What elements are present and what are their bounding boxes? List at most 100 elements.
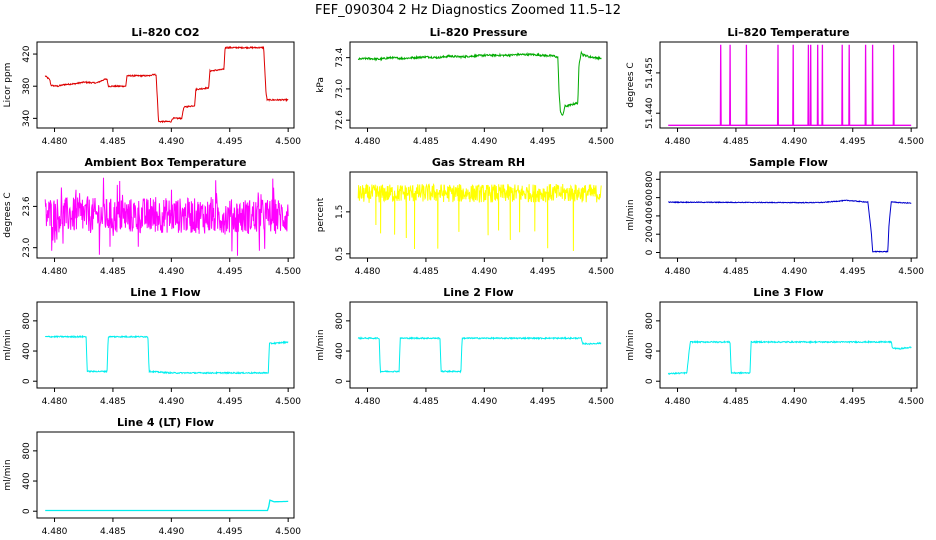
y-tick-label: 23.0 — [22, 237, 32, 257]
x-tick-label: 4.485 — [413, 137, 439, 147]
plot-frame — [659, 171, 918, 259]
chart-panel: Li–820 Pressure kPa 4.480 4.485 4.490 4.495 4.… — [316, 26, 614, 147]
x-tick-label: 4.500 — [275, 137, 301, 147]
chart-panel: Line 3 Flow ml/min 4.480 4.485 4.490 4.495 4.5… — [626, 286, 924, 407]
y-tick-label: 800 — [645, 170, 655, 187]
x-tick-label: 4.485 — [100, 137, 126, 147]
data-series-line — [668, 44, 912, 126]
y-axis-label: percent — [316, 197, 326, 232]
x-tick-label: 4.500 — [898, 267, 924, 277]
x-tick-label: 4.490 — [781, 397, 807, 407]
panel-title: Sample Flow — [749, 156, 828, 169]
x-tick-label: 4.485 — [100, 397, 126, 407]
y-axis-label: ml/min — [316, 329, 326, 360]
y-tick-label: 73.0 — [335, 79, 345, 99]
panels: Li–820 CO2 Licor ppm 4.480 4.485 4.490 4.495 4… — [3, 26, 924, 537]
chart-panel: Gas Stream RH percent 4.480 4.485 4.490 4.495… — [316, 156, 614, 277]
data-series-line — [45, 499, 289, 512]
y-tick-label: 0.5 — [335, 247, 345, 261]
plot-frame — [659, 41, 918, 129]
chart-panel: Line 2 Flow ml/min 4.480 4.485 4.490 4.495 4.5… — [316, 286, 614, 407]
x-tick-label: 4.500 — [898, 397, 924, 407]
x-tick-label: 4.500 — [275, 397, 301, 407]
x-tick-label: 4.495 — [217, 397, 243, 407]
x-tick-label: 4.490 — [158, 137, 184, 147]
x-tick-label: 4.495 — [217, 267, 243, 277]
plot-frame — [36, 41, 295, 129]
y-axis-label: degrees C — [626, 62, 636, 107]
x-tick-label: 4.495 — [840, 267, 866, 277]
panel-title: Li–820 Pressure — [430, 26, 528, 39]
x-tick-label: 4.485 — [723, 137, 749, 147]
plot-frame — [36, 431, 295, 519]
y-tick-label: 380 — [22, 77, 32, 94]
chart-panel: Sample Flow ml/min 4.480 4.485 4.490 4.495 4.5… — [626, 156, 924, 277]
chart-panel: Li–820 CO2 Licor ppm 4.480 4.485 4.490 4.495 4… — [3, 26, 301, 147]
y-axis-label: ml/min — [3, 459, 13, 490]
panel-title: Li–820 Temperature — [727, 26, 849, 39]
y-tick-label: 400 — [22, 472, 32, 489]
y-tick-label: 0 — [22, 508, 32, 514]
y-axis-label: kPa — [316, 77, 326, 93]
x-tick-label: 4.495 — [217, 527, 243, 537]
plot-frame — [36, 301, 295, 389]
x-tick-label: 4.480 — [665, 397, 691, 407]
data-series-line — [44, 334, 289, 375]
x-tick-label: 4.500 — [588, 137, 614, 147]
data-series-line — [44, 177, 289, 256]
y-axis-label: degrees C — [3, 192, 13, 237]
x-tick-label: 4.500 — [275, 267, 301, 277]
y-axis-label: ml/min — [626, 329, 636, 360]
chart-panel: Line 4 (LT) Flow ml/min 4.480 4.485 4.490 4.4… — [3, 416, 301, 537]
x-tick-label: 4.480 — [42, 527, 68, 537]
chart-panel: Line 1 Flow ml/min 4.480 4.485 4.490 4.495 4.5… — [3, 286, 301, 407]
x-tick-label: 4.490 — [471, 137, 497, 147]
x-tick-label: 4.495 — [530, 267, 556, 277]
x-tick-label: 4.485 — [100, 527, 126, 537]
data-series-line — [357, 50, 602, 116]
plot-frame — [659, 301, 918, 389]
x-tick-label: 4.485 — [723, 267, 749, 277]
data-series-line — [668, 199, 912, 253]
y-tick-label: 800 — [22, 312, 32, 329]
x-tick-label: 4.485 — [413, 267, 439, 277]
y-tick-label: 0 — [335, 378, 345, 384]
x-tick-label: 4.490 — [471, 267, 497, 277]
x-tick-label: 4.490 — [158, 267, 184, 277]
plot-frame — [349, 41, 608, 129]
panel-title: Gas Stream RH — [432, 156, 525, 169]
y-tick-label: 400 — [22, 342, 32, 359]
y-axis-label: Licor ppm — [3, 63, 13, 108]
y-tick-label: 72.6 — [335, 110, 345, 130]
x-tick-label: 4.500 — [588, 397, 614, 407]
chart-panel: Li–820 Temperature degrees C 4.480 4.485 4.4… — [626, 26, 924, 147]
x-tick-label: 4.495 — [217, 137, 243, 147]
x-tick-label: 4.485 — [413, 397, 439, 407]
x-tick-label: 4.495 — [530, 137, 556, 147]
x-tick-label: 4.495 — [840, 137, 866, 147]
y-tick-label: 400 — [645, 207, 655, 224]
plot-frame — [36, 171, 295, 259]
y-tick-label: 73.4 — [335, 47, 345, 67]
y-axis-label: ml/min — [3, 329, 13, 360]
y-tick-label: 0 — [22, 378, 32, 384]
x-tick-label: 4.490 — [781, 267, 807, 277]
x-tick-label: 4.480 — [42, 397, 68, 407]
y-tick-label: 420 — [22, 45, 32, 62]
panel-title: Line 2 Flow — [443, 286, 513, 299]
x-tick-label: 4.490 — [158, 527, 184, 537]
panel-title: Line 1 Flow — [130, 286, 200, 299]
panel-title: Ambient Box Temperature — [85, 156, 247, 169]
y-tick-label: 400 — [335, 342, 345, 359]
y-axis-label: ml/min — [626, 199, 636, 230]
y-tick-label: 51.440 — [645, 97, 655, 129]
x-tick-label: 4.500 — [275, 527, 301, 537]
plot-frame — [349, 171, 608, 259]
x-tick-label: 4.495 — [530, 397, 556, 407]
x-tick-label: 4.480 — [355, 397, 381, 407]
x-tick-label: 4.480 — [665, 267, 691, 277]
figure-title: FEF_090304 2 Hz Diagnostics Zoomed 11.5–… — [315, 3, 621, 18]
y-tick-label: 800 — [335, 312, 345, 329]
x-tick-label: 4.480 — [42, 267, 68, 277]
